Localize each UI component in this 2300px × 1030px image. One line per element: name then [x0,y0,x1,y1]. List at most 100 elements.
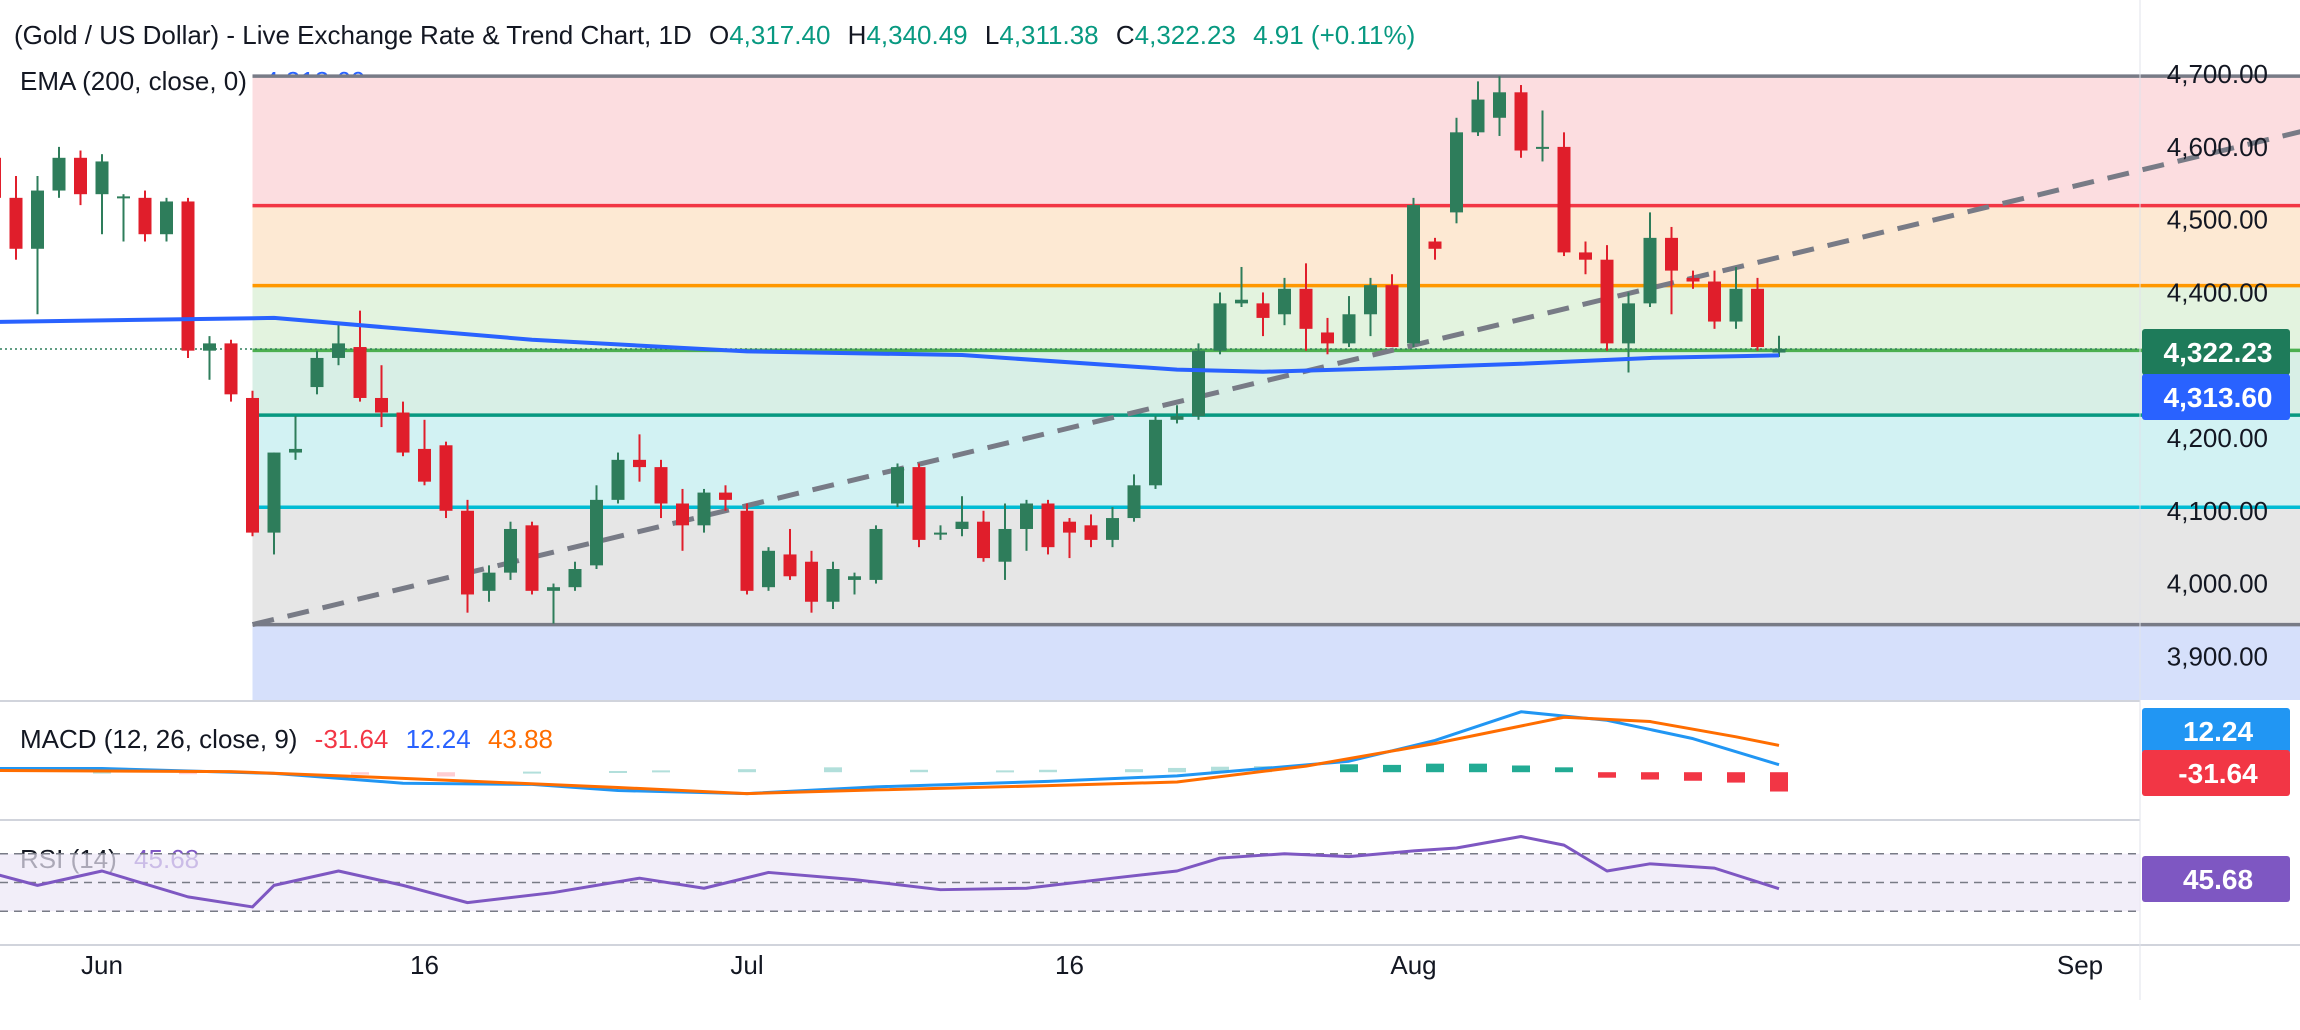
candle-up [1622,303,1635,344]
macd-line-value: 12.24 [405,724,471,754]
fib-zone-0.786 [252,507,2300,625]
macd-histogram-bar [824,767,842,773]
candle-up [891,467,904,504]
candle-down [783,554,797,577]
macd-histogram-bar [1383,764,1401,773]
macd-badge: 12.24 [2142,708,2290,754]
candle-up [117,196,130,199]
candle-down [1708,281,1721,322]
close-label: C [1115,20,1135,50]
candle-up [203,343,216,351]
candle-up [1213,303,1227,351]
last-price-badge: 4,322.23 [2142,329,2290,375]
candle-down [912,467,926,540]
change-value: 4.91 (+0.11%) [1253,20,1416,50]
candle-down [1428,241,1442,249]
candle-down [977,521,990,559]
candle-up [1278,288,1291,315]
candle-down [246,397,259,533]
macd-histogram-bar [738,769,756,773]
price-tick-label: 4,600.00 [2167,132,2268,162]
ema-badge-bg [2142,374,2290,420]
macd-histogram-bar [1770,772,1788,792]
candle-down [353,347,367,398]
candle-down [676,503,689,526]
fib-zone-0.236 [252,205,2300,286]
candle-up [1493,92,1506,118]
fib-zone-1 [252,624,2300,700]
candle-up [1450,132,1463,213]
candle-down [181,201,195,351]
candle-up [504,528,517,573]
signal-line [0,715,1780,796]
candle-down [74,157,87,195]
macd-histogram-bar [1727,772,1745,783]
candle-up [1364,285,1377,315]
rsi-badge-text: 45.68 [2183,864,2253,895]
ema-label: EMA (200, close, 0) [20,66,247,96]
macd-histogram-bar [1340,764,1358,773]
macd-hist-badge: -31.64 [2142,750,2290,796]
price-tick-label: 4,700.00 [2167,59,2268,89]
candle-up [1729,288,1743,322]
price-tick-label: 4,400.00 [2167,277,2268,307]
candle-up [482,572,496,591]
candle-up [1342,314,1356,344]
candle-up [1772,349,1786,353]
candle-up [1192,350,1205,417]
macd-legend: MACD (12, 26, close, 9) -31.64 12.24 43.… [20,724,553,755]
candle-down [9,197,23,249]
macd-histogram-bar [652,770,670,773]
candle-up [1536,146,1549,149]
macd-hist-badge-text: -31.64 [2178,758,2258,789]
price-tick-label: 4,200.00 [2167,423,2268,453]
rsi-badge: 45.68 [2142,856,2290,902]
candle-down [1084,525,1098,540]
macd-histogram-bar [1469,763,1487,773]
low-value: 4,311.38 [999,20,1099,50]
macd-histogram-bar [179,772,197,775]
candle-up [31,190,44,249]
macd-histogram-bar [1125,769,1143,773]
candle-up [547,587,560,591]
candle-down [1385,285,1399,348]
macd-line [0,710,1780,796]
macd-histogram-bar [1039,769,1057,773]
candle-down [461,510,474,595]
fib-zone-0 [252,76,2300,206]
candle-up [1149,419,1162,486]
candle-up [697,492,711,526]
last-price-badge-bg [2142,329,2290,375]
macd-histogram-bar [93,771,111,774]
candle-down [805,561,818,602]
candle-up [762,550,775,588]
candle-up [869,528,883,580]
candle-up [826,569,840,602]
macd-label: MACD (12, 26, close, 9) [20,724,298,754]
candle-up [1235,299,1248,304]
macd-badge-bg [2142,708,2290,754]
macd-signal-value: 43.88 [487,724,554,754]
time-tick-label: Jul [730,950,763,980]
macd-hist-badge-bg [2142,750,2290,796]
candle-up [267,452,281,533]
macd-histogram-bar [1598,772,1616,778]
ema-badge: 4,313.60 [2142,374,2290,420]
candle-up [1170,416,1184,420]
candle-down [719,492,732,500]
candle-up [289,448,302,453]
candle-down [138,197,152,235]
macd-histogram-bar [609,770,627,773]
trendline [251,129,2300,628]
time-tick-label: 16 [410,950,439,980]
candle-down [418,448,431,482]
macd-histogram-bar [437,772,455,777]
candle-down [1751,288,1764,348]
price-tick-label: 4,500.00 [2167,205,2268,235]
candle-down [1299,288,1313,329]
macd-hist-value: -31.64 [314,724,389,754]
macd-histogram-bar [1555,767,1573,773]
high-label: H [847,20,867,50]
candle-up [332,343,345,358]
